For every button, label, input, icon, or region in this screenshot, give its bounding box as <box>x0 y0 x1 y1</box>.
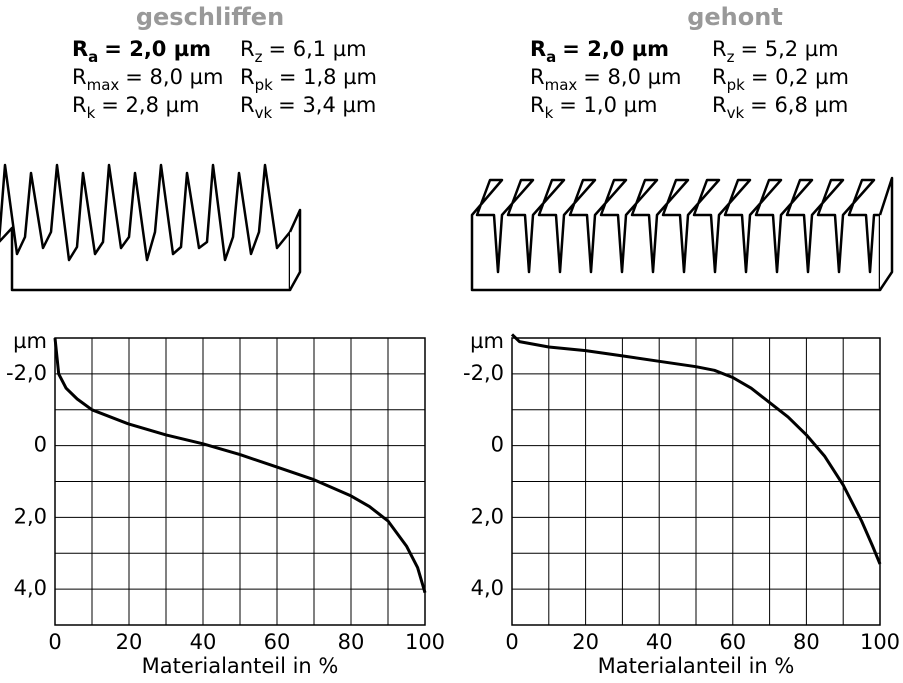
parameter-index: z <box>255 48 263 66</box>
y-tick-label: -2,0 <box>6 361 47 385</box>
parameter-value: = 8,0 µm <box>583 65 681 89</box>
parameter-symbol: R <box>240 93 255 117</box>
plot-frame <box>511 337 881 626</box>
x-tick-label: 40 <box>190 630 217 654</box>
roughness-parameter: Rk = 2,8 µm <box>72 93 199 122</box>
roughness-parameter: Ra = 2,0 µm <box>72 37 211 66</box>
parameter-value: = 2,0 µm <box>562 37 669 61</box>
roughness-parameter: Ra = 2,0 µm <box>530 37 669 66</box>
parameter-symbol: R <box>712 93 727 117</box>
y-tick-label: 4,0 <box>471 576 504 600</box>
x-axis-label: Materialanteil in % <box>598 654 795 678</box>
y-tick-label: 4,0 <box>14 576 47 600</box>
parameter-index: a <box>88 48 98 66</box>
parameter-symbol: R <box>240 65 255 89</box>
parameter-value: = 5,2 µm <box>740 37 838 61</box>
parameter-value: = 3,4 µm <box>278 93 376 117</box>
honed-side-sketch <box>878 176 894 291</box>
parameter-index: k <box>87 104 96 122</box>
material-ratio-curve <box>510 333 882 565</box>
ground-side-sketch <box>288 208 302 291</box>
panel-title: gehont <box>687 3 783 31</box>
surface-sketches <box>0 163 894 292</box>
parameter-index: pk <box>255 76 274 94</box>
y-tick-label: 0 <box>491 433 504 457</box>
parameter-index: z <box>727 48 735 66</box>
parameter-symbol: R <box>530 93 545 117</box>
y-axis-unit: µm <box>13 329 47 353</box>
parameter-value: = 2,8 µm <box>101 93 199 117</box>
x-tick-label: 20 <box>572 630 599 654</box>
parameter-symbol: R <box>712 37 727 61</box>
x-tick-label: 60 <box>719 630 746 654</box>
roughness-parameter: Rz = 6,1 µm <box>240 37 367 66</box>
y-tick-label: -2,0 <box>463 361 504 385</box>
x-tick-label: 100 <box>405 630 445 654</box>
x-tick-label: 0 <box>48 630 61 654</box>
parameter-symbol: R <box>72 93 87 117</box>
x-tick-label: 80 <box>793 630 820 654</box>
parameter-value: = 1,0 µm <box>559 93 657 117</box>
parameter-symbol: R <box>712 65 727 89</box>
roughness-parameter: Rvk = 3,4 µm <box>240 93 376 122</box>
ground-surface-sketch <box>0 163 292 292</box>
x-tick-label: 60 <box>264 630 291 654</box>
plot-frame <box>54 337 426 626</box>
parameter-index: k <box>545 104 554 122</box>
material-ratio-curve <box>53 337 427 594</box>
roughness-parameter: Rmax = 8,0 µm <box>530 65 681 94</box>
y-tick-label: 2,0 <box>14 504 47 528</box>
parameter-symbol: R <box>530 65 545 89</box>
roughness-parameter: Rpk = 0,2 µm <box>712 65 849 94</box>
parameter-index: vk <box>727 104 745 122</box>
parameter-value: = 6,1 µm <box>268 37 366 61</box>
parameter-index: vk <box>255 104 273 122</box>
x-tick-label: 100 <box>860 630 900 654</box>
parameter-index: pk <box>727 76 746 94</box>
roughness-parameter: Rpk = 1,8 µm <box>240 65 377 94</box>
x-tick-label: 0 <box>505 630 518 654</box>
parameter-symbol: R <box>530 37 546 61</box>
roughness-parameter: Rvk = 6,8 µm <box>712 93 848 122</box>
parameter-index: a <box>546 48 556 66</box>
panel-title: geschliffen <box>136 3 284 31</box>
y-axis-unit: µm <box>470 329 504 353</box>
parameter-index: max <box>87 76 120 94</box>
roughness-parameter: Rk = 1,0 µm <box>530 93 657 122</box>
x-tick-label: 80 <box>338 630 365 654</box>
roughness-parameter: Rz = 5,2 µm <box>712 37 839 66</box>
parameter-index: max <box>545 76 578 94</box>
parameter-value: = 8,0 µm <box>125 65 223 89</box>
parameter-symbol: R <box>72 37 88 61</box>
honed-surface-sketch <box>470 178 882 292</box>
x-tick-label: 40 <box>646 630 673 654</box>
y-tick-label: 2,0 <box>471 504 504 528</box>
parameter-value: = 0,2 µm <box>751 65 849 89</box>
parameter-symbol: R <box>240 37 255 61</box>
parameter-value: = 6,8 µm <box>750 93 848 117</box>
parameter-value: = 1,8 µm <box>279 65 377 89</box>
parameter-symbol: R <box>72 65 87 89</box>
x-tick-label: 20 <box>116 630 143 654</box>
y-tick-label: 0 <box>34 433 47 457</box>
x-axis-label: Materialanteil in % <box>142 654 339 678</box>
parameter-value: = 2,0 µm <box>104 37 211 61</box>
roughness-parameter: Rmax = 8,0 µm <box>72 65 223 94</box>
